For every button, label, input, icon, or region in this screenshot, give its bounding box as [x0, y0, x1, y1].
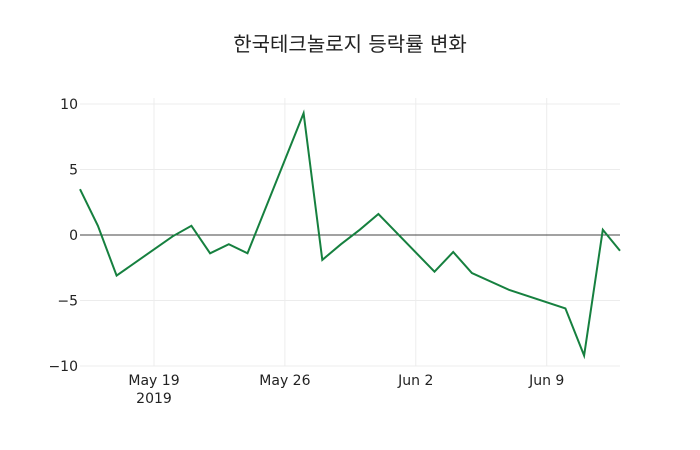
x-tick-label: May 19 [128, 373, 179, 389]
x-axis: May 19 2019 May 26 Jun 2 Jun 9 [128, 373, 564, 407]
y-tick-label: 10 [60, 97, 78, 113]
y-tick-label: −5 [57, 294, 78, 310]
x-tick-label: Jun 2 [397, 373, 433, 389]
x-tick-year: 2019 [136, 391, 172, 407]
data-line [79, 109, 621, 360]
chart-title: 한국테크놀로지 등락률 변화 [233, 32, 467, 56]
y-tick-label: 0 [69, 228, 78, 244]
y-tick-label: −10 [48, 359, 78, 375]
y-axis: 10 5 0 −5 −10 [48, 97, 78, 375]
gridlines [80, 98, 620, 367]
x-tick-label: May 26 [259, 373, 310, 389]
y-tick-label: 5 [69, 163, 78, 179]
x-tick-label: Jun 9 [528, 373, 564, 389]
